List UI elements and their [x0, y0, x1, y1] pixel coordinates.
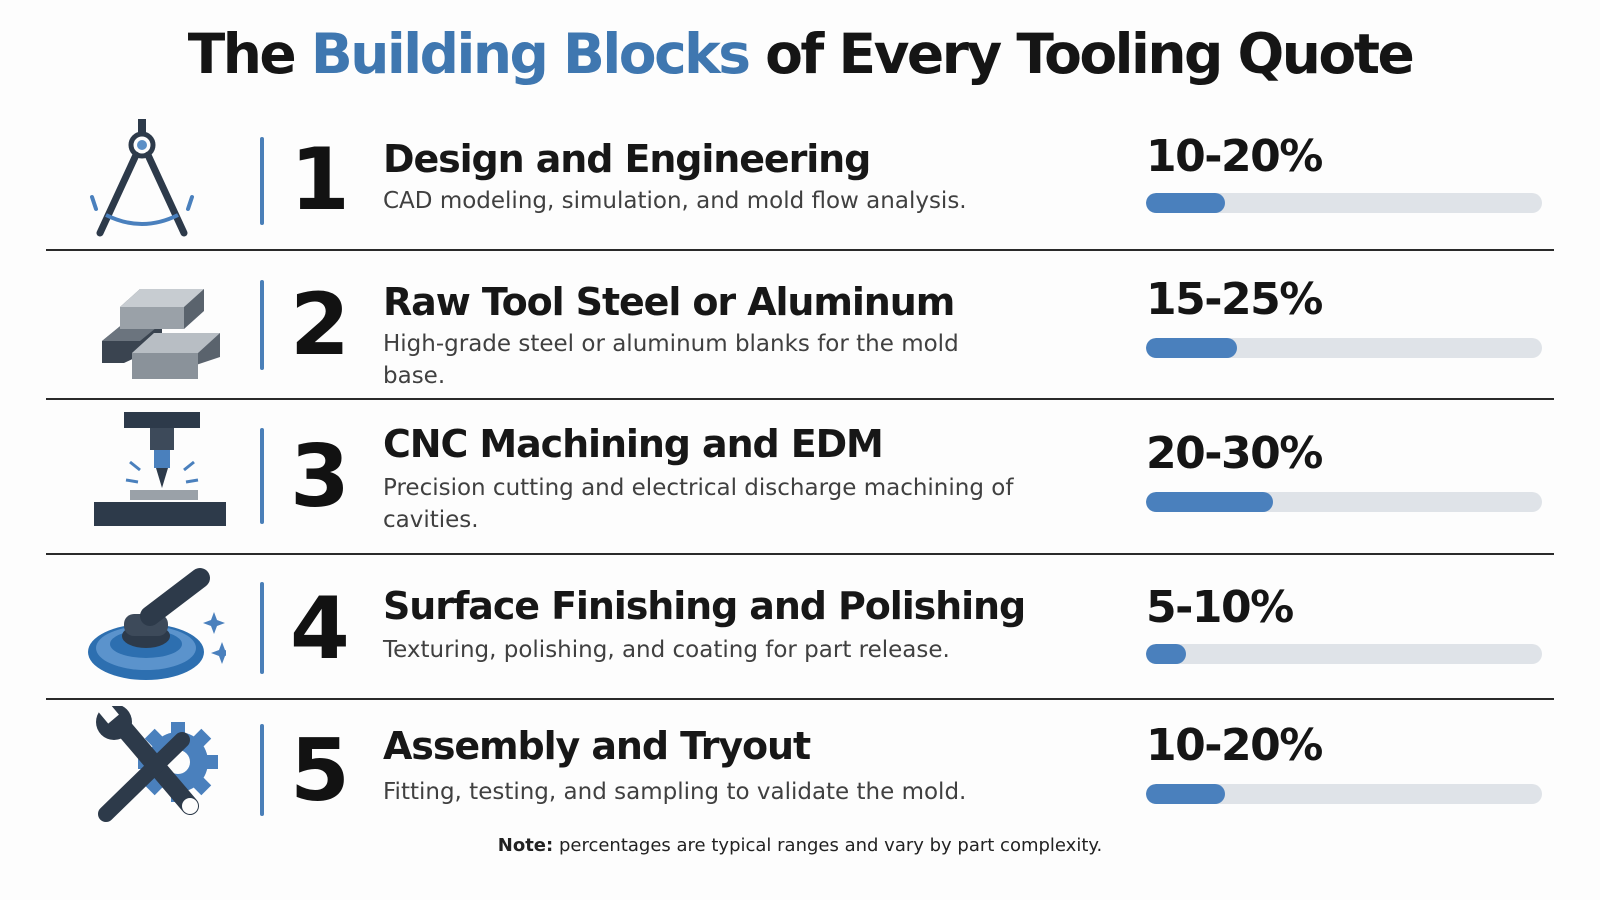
title-prefix: The	[187, 22, 297, 86]
row-divider	[46, 553, 1554, 555]
row-percent: 15-25%	[1146, 274, 1323, 325]
row-description: High-grade steel or aluminum blanks for …	[383, 331, 959, 389]
row-accent-bar	[260, 724, 264, 816]
progress-track	[1146, 193, 1542, 213]
cost-row-1: 1 Design and Engineering CAD modeling, s…	[46, 115, 1554, 250]
progress-track	[1146, 784, 1542, 804]
progress-fill	[1146, 338, 1238, 358]
row-percent: 10-20%	[1146, 720, 1323, 771]
cost-row-4: 4 Surface Finishing and Polishing Textur…	[46, 562, 1554, 698]
row-percent: 20-30%	[1146, 428, 1323, 479]
row-description: Texturing, polishing, and coating for pa…	[383, 637, 950, 663]
cost-row-5: 5 Assembly and Tryout Fitting, testing, …	[46, 706, 1554, 830]
note-label: Note:	[497, 835, 554, 856]
row-accent-bar	[260, 137, 264, 225]
note-text: percentages are typical ranges and vary …	[558, 835, 1103, 856]
progress-track	[1146, 338, 1542, 358]
row-description: Precision cutting and electrical dischar…	[383, 475, 1014, 533]
progress-fill	[1146, 193, 1226, 213]
page-title: The Building Blocks of Every Tooling Quo…	[0, 22, 1600, 86]
wrench-gear-icon	[66, 706, 226, 836]
metal-ingots-icon	[66, 263, 226, 393]
progress-track	[1146, 492, 1542, 512]
drafting-compass-icon	[66, 115, 226, 245]
row-number: 2	[290, 275, 350, 375]
row-number: 1	[290, 130, 350, 230]
cost-row-2: 2 Raw Tool Steel or Aluminum High-grade …	[46, 258, 1554, 398]
row-number: 4	[290, 579, 350, 679]
cnc-machine-icon	[66, 410, 226, 540]
polisher-icon	[66, 562, 226, 692]
progress-fill	[1146, 644, 1186, 664]
row-title: Raw Tool Steel or Aluminum	[383, 280, 955, 324]
row-accent-bar	[260, 428, 264, 524]
row-title: CNC Machining and EDM	[383, 422, 884, 466]
row-accent-bar	[260, 582, 264, 674]
row-accent-bar	[260, 280, 264, 370]
footnote: Note: percentages are typical ranges and…	[0, 835, 1600, 856]
row-number: 3	[290, 427, 350, 527]
row-percent: 5-10%	[1146, 582, 1294, 633]
title-accent: Building Blocks	[310, 22, 751, 86]
cost-row-3: 3 CNC Machining and EDM Precision cuttin…	[46, 406, 1554, 554]
row-title: Surface Finishing and Polishing	[383, 584, 1026, 628]
row-number: 5	[290, 721, 350, 821]
progress-track	[1146, 644, 1542, 664]
progress-fill	[1146, 784, 1226, 804]
row-title: Assembly and Tryout	[383, 724, 811, 768]
progress-fill	[1146, 492, 1273, 512]
row-divider	[46, 398, 1554, 400]
row-title: Design and Engineering	[383, 137, 871, 181]
row-divider	[46, 249, 1554, 251]
title-suffix: of Every Tooling Quote	[765, 22, 1415, 86]
row-percent: 10-20%	[1146, 131, 1323, 182]
row-description: CAD modeling, simulation, and mold flow …	[383, 188, 967, 214]
row-description: Fitting, testing, and sampling to valida…	[383, 779, 967, 805]
row-divider	[46, 698, 1554, 700]
